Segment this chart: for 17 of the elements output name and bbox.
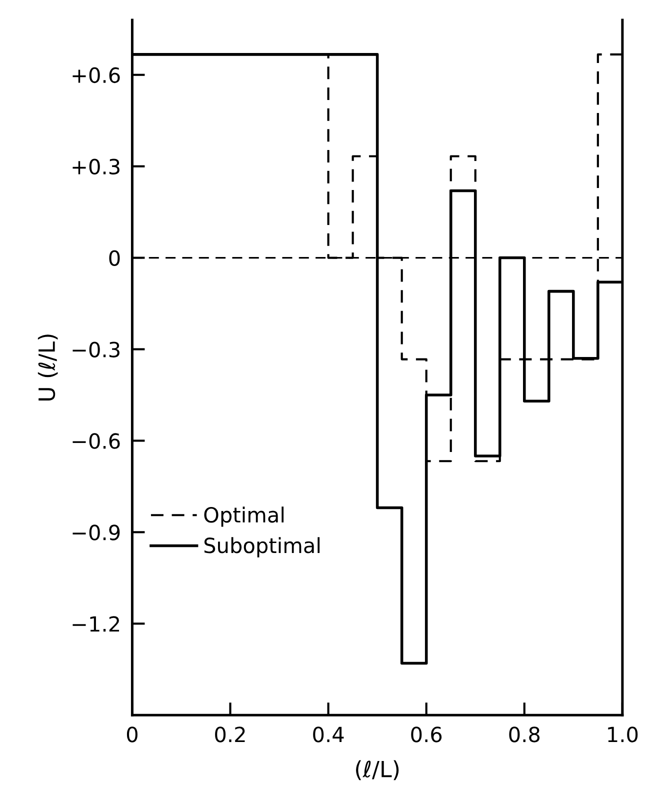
legend-label: Suboptimal: [204, 537, 320, 558]
y-tick-label: +0.6: [72, 67, 120, 84]
y-axis-title: U (ℓ/L): [38, 334, 58, 400]
x-tick-label: 0.2: [215, 726, 245, 742]
x-tick-label: 0: [126, 726, 138, 742]
y-tick-label: −0.9: [72, 524, 120, 540]
y-tick-label: −1.2: [72, 616, 120, 632]
legend-label: Optimal: [204, 506, 284, 527]
x-tick-label: 1.0: [608, 726, 638, 742]
y-tick-label: −0.6: [72, 433, 120, 449]
x-tick-label: 0.8: [509, 726, 540, 742]
x-tick-label: 0.6: [411, 726, 442, 742]
y-tick-label: 0: [109, 250, 120, 266]
x-tick-label: 0.4: [313, 726, 344, 742]
x-axis-title: (ℓ/L): [356, 760, 399, 780]
y-tick-label: +0.3: [72, 158, 120, 175]
y-tick-label: −0.3: [72, 342, 120, 358]
